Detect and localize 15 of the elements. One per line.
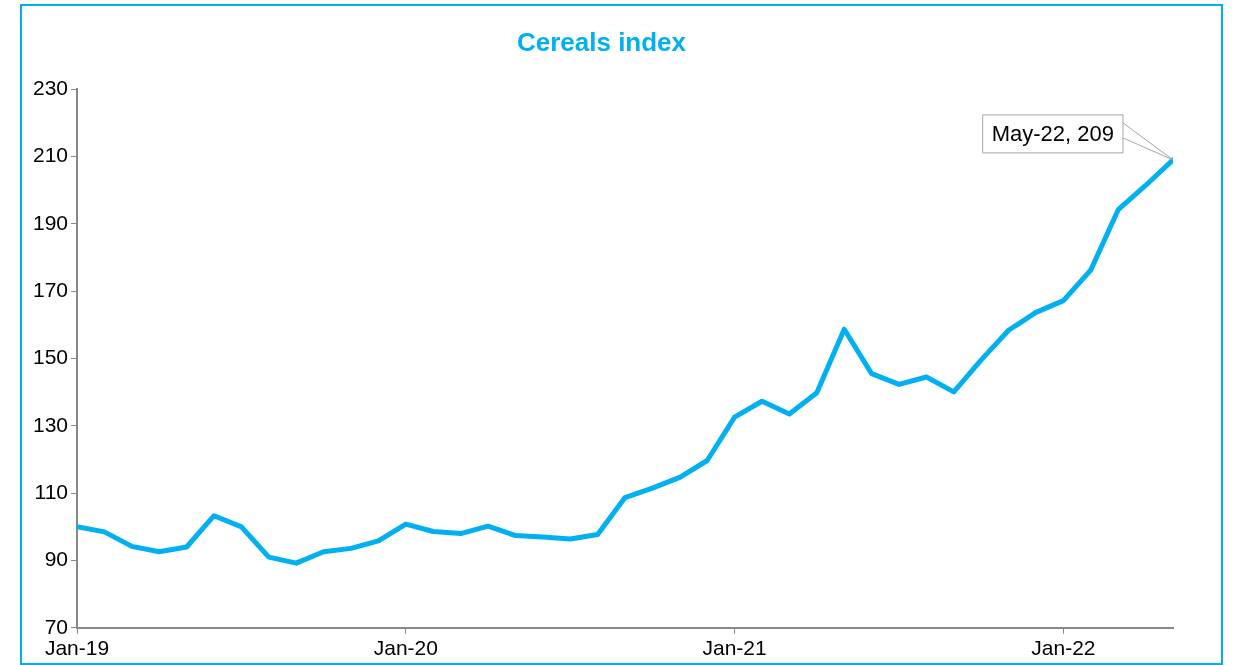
y-tick-label: 150 [32,345,69,369]
x-tick-label: Jan-19 [44,636,110,660]
annotation: May-22, 209 [991,120,1115,146]
y-tick-label: 90 [44,547,69,571]
y-tick-label: 210 [32,143,69,167]
y-tick-label: 190 [32,210,69,234]
chart-title: Cereals index [516,26,687,57]
y-tick-label: 170 [32,277,69,301]
x-tick-label: Jan-22 [1031,636,1096,660]
y-tick-label: 230 [32,76,69,99]
y-tick-label: 110 [34,479,69,503]
y-tick-label: 130 [32,412,69,436]
y-tick-label: 70 [44,614,69,638]
x-tick-label: Jan-21 [702,636,767,660]
x-tick-label: Jan-20 [373,636,438,660]
